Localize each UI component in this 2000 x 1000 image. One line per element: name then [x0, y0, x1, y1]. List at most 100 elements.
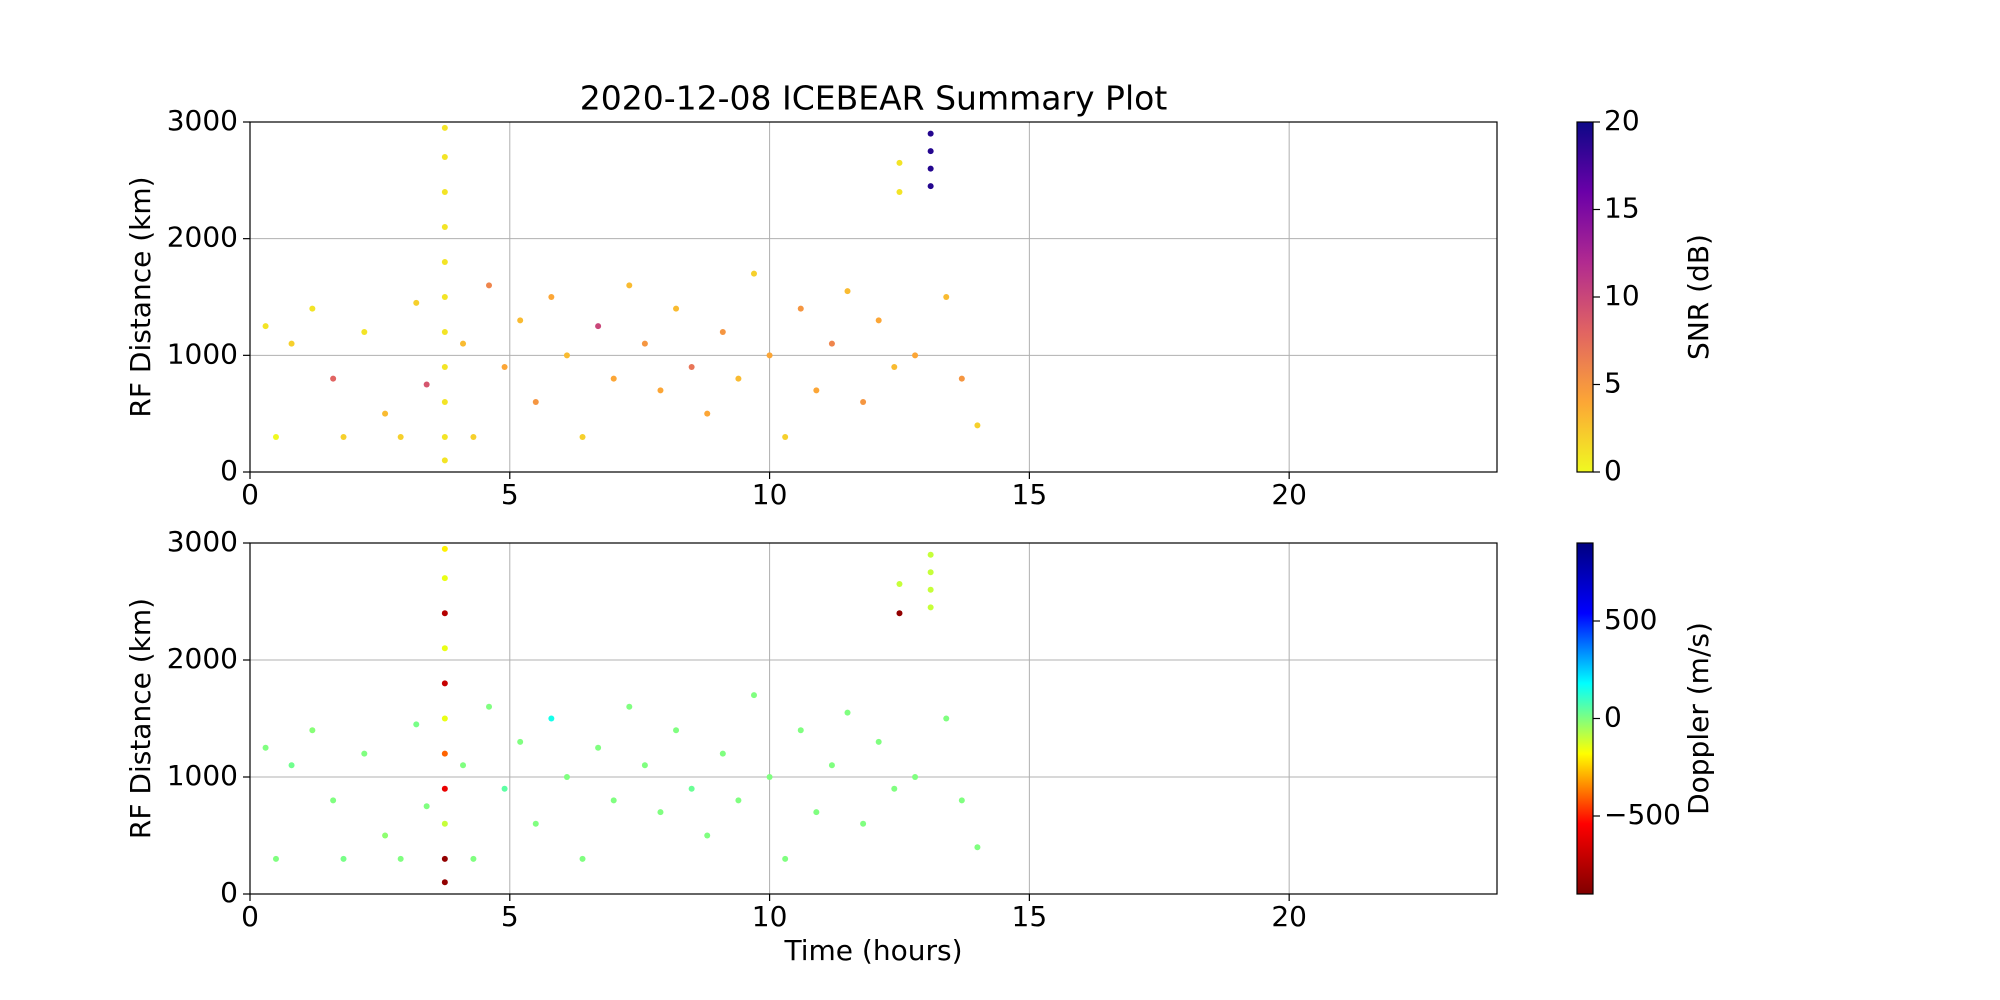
- data-point: [704, 832, 711, 839]
- data-point: [340, 855, 347, 862]
- data-point: [548, 715, 555, 722]
- data-point: [361, 329, 368, 335]
- data-point: [813, 387, 820, 394]
- data-point: [943, 294, 950, 300]
- y-tick-label: 1000: [167, 337, 238, 370]
- x-axis-label: Time (hours): [784, 934, 963, 967]
- data-point: [470, 434, 477, 440]
- data-point: [501, 364, 508, 370]
- data-point: [860, 820, 867, 827]
- data-point: [486, 282, 493, 289]
- data-point: [441, 645, 448, 652]
- data-point: [563, 352, 570, 359]
- data-point: [441, 329, 448, 335]
- data-point: [958, 797, 965, 804]
- y-tick-label: 2000: [167, 642, 238, 675]
- data-point: [288, 340, 295, 347]
- data-point: [361, 750, 368, 757]
- data-point: [441, 879, 448, 886]
- data-point: [382, 832, 389, 839]
- data-point: [974, 844, 981, 851]
- data-point: [896, 189, 903, 195]
- data-point: [927, 586, 934, 593]
- y-axis-label: RF Distance (km): [124, 176, 157, 417]
- data-point: [860, 399, 867, 405]
- data-point: [797, 727, 804, 734]
- colorbar: [1576, 121, 1594, 473]
- data-point: [288, 762, 295, 769]
- data-point: [413, 299, 420, 306]
- data-point: [563, 774, 570, 780]
- data-point: [441, 715, 448, 722]
- data-point: [891, 364, 898, 370]
- data-point: [548, 294, 555, 300]
- data-point: [423, 803, 430, 810]
- data-point: [735, 797, 742, 804]
- data-point: [579, 855, 586, 862]
- colorbar: [1576, 542, 1594, 895]
- data-point: [262, 323, 269, 330]
- data-point: [262, 744, 269, 751]
- data-point: [766, 352, 773, 359]
- colorbar-tick-label: 0: [1604, 454, 1622, 487]
- data-point: [875, 317, 882, 324]
- x-tick-label: 10: [752, 900, 788, 933]
- y-tick-label: 2000: [167, 221, 238, 254]
- data-point: [441, 785, 448, 792]
- data-point: [441, 820, 448, 827]
- data-point: [330, 797, 337, 804]
- data-point: [958, 375, 965, 382]
- x-tick-label: 20: [1271, 478, 1307, 511]
- data-point: [943, 715, 950, 722]
- x-tick-label: 15: [1012, 478, 1048, 511]
- data-point: [673, 727, 680, 734]
- data-point: [441, 610, 448, 617]
- x-tick-label: 0: [241, 478, 259, 511]
- y-tick-label: 0: [220, 454, 238, 487]
- data-point: [875, 738, 882, 745]
- data-point: [517, 317, 524, 324]
- data-point: [460, 340, 467, 347]
- data-point: [441, 855, 448, 862]
- data-point: [896, 580, 903, 587]
- data-point: [309, 727, 316, 734]
- data-point: [441, 575, 448, 582]
- data-point: [626, 282, 633, 289]
- data-point: [272, 434, 279, 440]
- data-point: [486, 703, 493, 710]
- data-point: [330, 375, 337, 382]
- data-point: [750, 270, 757, 277]
- plot-frame: [249, 542, 1498, 895]
- data-point: [813, 809, 820, 816]
- colorbar-tick-label: −500: [1604, 798, 1681, 831]
- colorbar-tick-label: 0: [1604, 701, 1622, 734]
- data-point: [927, 569, 934, 576]
- data-point: [441, 224, 448, 230]
- colorbar-label: SNR (dB): [1682, 234, 1715, 360]
- data-point: [441, 189, 448, 195]
- x-tick-label: 5: [501, 478, 519, 511]
- data-point: [501, 785, 508, 792]
- data-point: [413, 721, 420, 728]
- data-point: [382, 410, 389, 417]
- data-point: [912, 352, 919, 359]
- colorbar-tick-label: 5: [1604, 367, 1622, 400]
- data-point: [719, 750, 726, 757]
- y-tick-label: 1000: [167, 759, 238, 792]
- data-point: [927, 165, 934, 172]
- data-point: [688, 364, 695, 370]
- data-point: [641, 762, 648, 769]
- data-point: [272, 855, 279, 862]
- y-tick-label: 3000: [167, 104, 238, 137]
- data-point: [673, 305, 680, 312]
- data-point: [441, 154, 448, 160]
- data-point: [441, 399, 448, 405]
- data-point: [766, 774, 773, 780]
- data-point: [704, 410, 711, 417]
- data-point: [517, 738, 524, 745]
- data-point: [782, 855, 789, 862]
- data-point: [719, 329, 726, 335]
- data-point: [595, 323, 602, 330]
- data-point: [797, 305, 804, 312]
- colorbar-label: Doppler (m/s): [1682, 622, 1715, 815]
